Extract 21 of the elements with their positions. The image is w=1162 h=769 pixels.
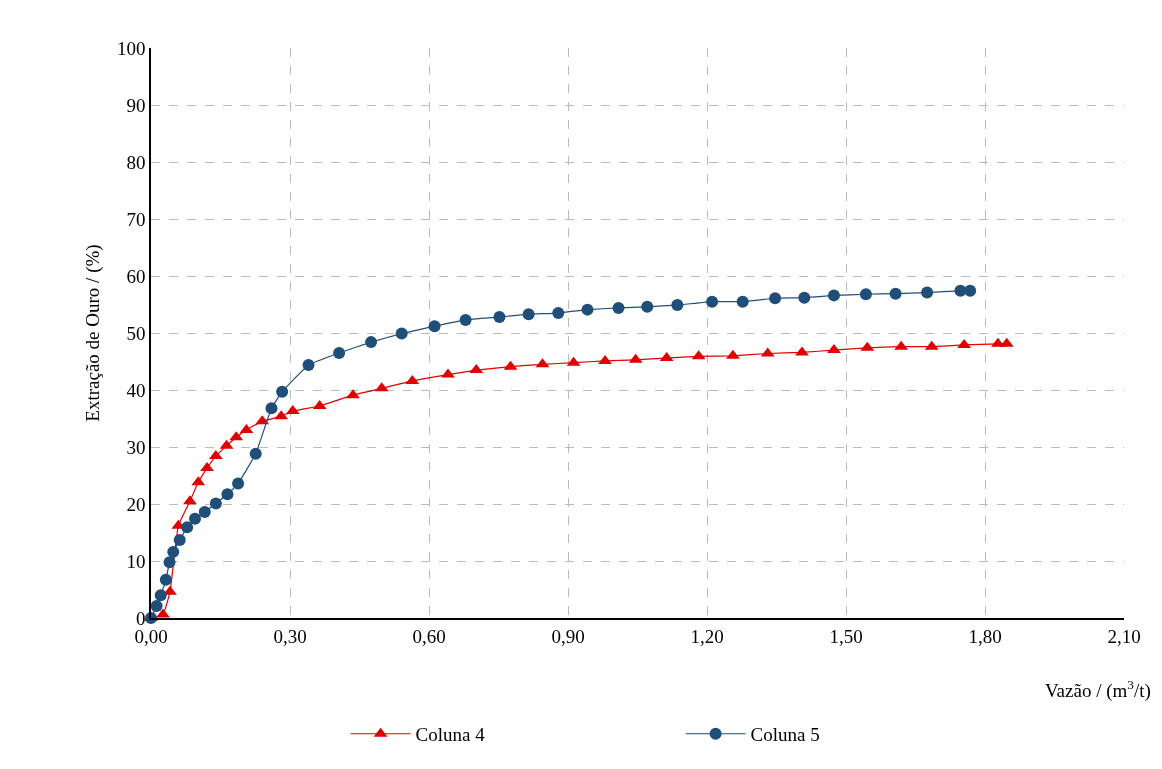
x-tick-label: 1,80 (968, 625, 1002, 647)
legend-label: Coluna 5 (750, 724, 820, 746)
y-tick-label: 50 (126, 322, 146, 344)
y-axis-title: Extração de Ouro / (%) (82, 244, 105, 422)
y-tick-label: 80 (126, 151, 146, 173)
y-tick-label: 70 (126, 208, 146, 230)
x-tick-label: 0,60 (412, 625, 446, 647)
y-tick-label: 30 (126, 436, 146, 458)
y-tick-label: 40 (126, 379, 146, 401)
x-tick-label: 2,10 (1107, 625, 1141, 647)
y-tick-label: 20 (126, 493, 146, 515)
y-tick-label: 90 (126, 94, 146, 116)
y-tick-label: 100 (116, 37, 146, 59)
x-axis-title: Vazão / (m$^{3}$/t) (1045, 677, 1151, 702)
x-tick-label: 1,50 (829, 625, 863, 647)
y-tick-label: 10 (126, 550, 146, 572)
x-tick-label: 0,30 (273, 625, 307, 647)
x-tick-label: 0,90 (551, 625, 585, 647)
y-tick-label: 60 (126, 265, 146, 287)
x-tick-label: 1,20 (690, 625, 724, 647)
legend-label: Coluna 4 (415, 724, 486, 746)
